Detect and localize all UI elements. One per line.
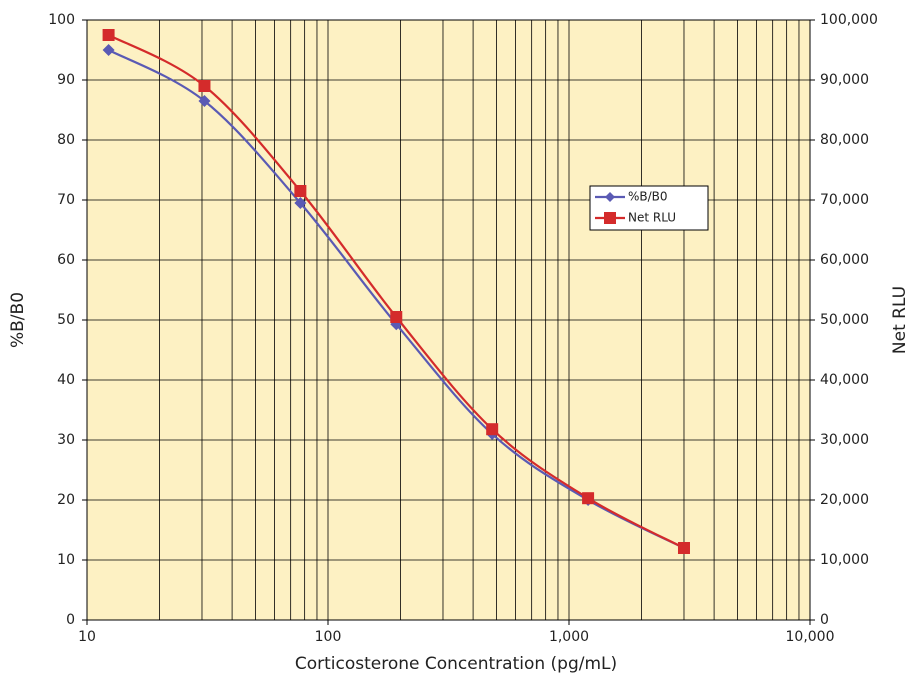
marker	[198, 80, 211, 92]
y-tick-label: 10	[57, 552, 75, 568]
legend-marker	[604, 212, 616, 224]
y2-tick-label: 90,000	[820, 72, 869, 88]
y-axis-title: %B/B0	[8, 292, 28, 348]
x-tick-label: 10,000	[786, 629, 835, 645]
x-tick-label: 100	[315, 629, 342, 645]
marker	[294, 197, 307, 209]
y2-tick-label: 100,000	[820, 12, 878, 28]
y2-tick-label: 80,000	[820, 132, 869, 148]
marker	[582, 492, 595, 505]
y-tick-label: 20	[57, 492, 75, 508]
plot-border	[86, 19, 811, 621]
marker	[677, 542, 690, 554]
y-tick-label: 40	[57, 372, 75, 388]
y-tick-label: 30	[57, 432, 75, 448]
y2-axis-title: Net RLU	[890, 286, 910, 354]
y2-tick-label: 40,000	[820, 372, 869, 388]
x-tick-label: 1,000	[549, 629, 589, 645]
y2-tick-label: 70,000	[820, 192, 869, 208]
y-tick-label: 100	[48, 12, 75, 28]
marker	[102, 29, 115, 41]
y-tick-label: 50	[57, 312, 75, 328]
y-tick-label: 80	[57, 132, 75, 148]
y-tick-label: 90	[57, 72, 75, 88]
y-tick-label: 0	[66, 612, 75, 628]
y2-tick-label: 10,000	[820, 552, 869, 568]
legend-marker	[605, 192, 615, 202]
marker	[486, 423, 499, 436]
x-tick-label: 10	[78, 629, 96, 645]
y-tick-label: 60	[57, 252, 75, 268]
y2-tick-label: 50,000	[820, 312, 869, 328]
marker	[390, 311, 403, 323]
legend-label: %B/B0	[628, 190, 668, 204]
x-axis-title: Corticosterone Concentration (pg/mL)	[295, 654, 617, 674]
y2-tick-label: 0	[820, 612, 829, 628]
y2-tick-label: 20,000	[820, 492, 869, 508]
marker	[198, 95, 211, 107]
y2-tick-label: 60,000	[820, 252, 869, 268]
marker	[102, 44, 115, 56]
y-tick-label: 70	[57, 192, 75, 208]
y2-tick-label: 30,000	[820, 432, 869, 448]
marker	[294, 185, 307, 197]
legend-label: Net RLU	[628, 211, 676, 225]
